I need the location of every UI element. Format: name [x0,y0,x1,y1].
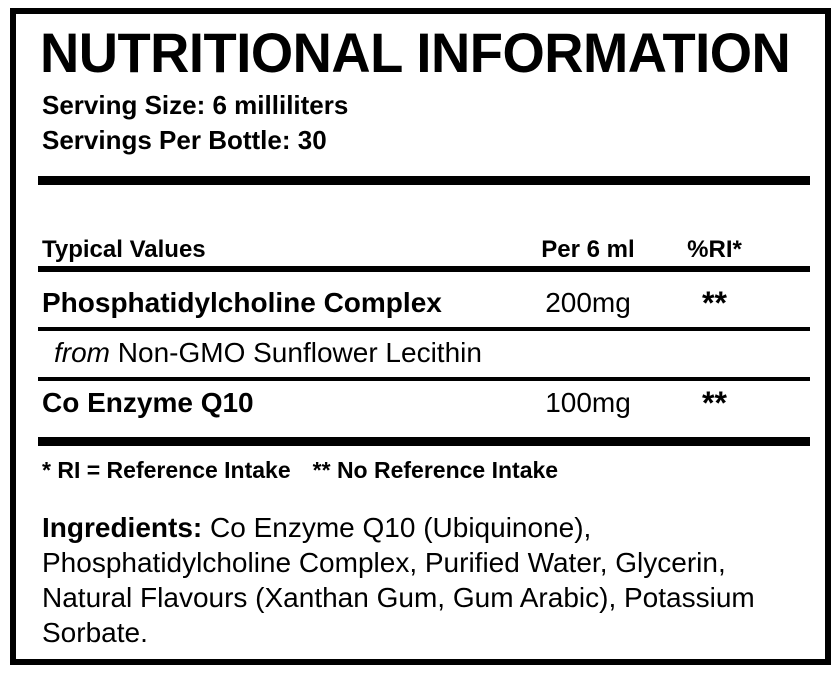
column-header-ri: %RI* [687,236,742,263]
nutrition-label-panel [10,8,831,665]
ingredients-line: Phosphatidylcholine Complex, Purified Wa… [42,547,726,578]
row-rule-1 [38,327,810,331]
ingredients-line: Sorbate. [42,617,148,648]
source-italic-word: from [54,337,110,368]
footnote-reference-intake: * RI = Reference Intake [42,457,291,483]
nutrient-amount: 200mg [545,287,631,318]
source-text: Non-GMO Sunflower Lecithin [117,337,482,368]
row-rule-2 [38,377,810,381]
nutrient-name: Phosphatidylcholine Complex [42,287,442,318]
serving-size-text: Serving Size: 6 milliliters [42,90,349,120]
nutrient-ri-asterisks: ** [702,285,727,321]
column-header-per-6ml: Per 6 ml [541,236,635,263]
serving-info: Serving Size: 6 milliliters Servings Per… [42,88,348,158]
ingredients-line: Natural Flavours (Xanthan Gum, Gum Arabi… [42,582,755,613]
divider-bar-top [38,176,810,185]
ingredients-text: Co Enzyme Q10 (Ubiquinone), [210,512,592,543]
servings-per-bottle-text: Servings Per Bottle: 30 [42,125,327,155]
column-header-typical-values: Typical Values [42,236,206,263]
ingredients-label: Ingredients: [42,512,203,543]
nutrient-amount: 100mg [545,387,631,418]
footnote-no-reference-intake: ** No Reference Intake [312,457,559,483]
label-title: NUTRITIONAL INFORMATION [40,21,791,84]
nutrient-ri-asterisks: ** [702,385,727,421]
nutrient-name: Co Enzyme Q10 [42,387,254,418]
divider-bar-bottom [38,437,810,446]
header-rule [38,266,810,272]
footnotes: * RI = Reference Intake ** No Reference I… [42,456,558,484]
ingredients-paragraph: Ingredients: Co Enzyme Q10 (Ubiquinone),… [42,510,804,650]
ingredients-line: Ingredients: Co Enzyme Q10 (Ubiquinone), [42,510,804,545]
nutrient-source-subrow: from Non-GMO Sunflower Lecithin [54,337,482,369]
